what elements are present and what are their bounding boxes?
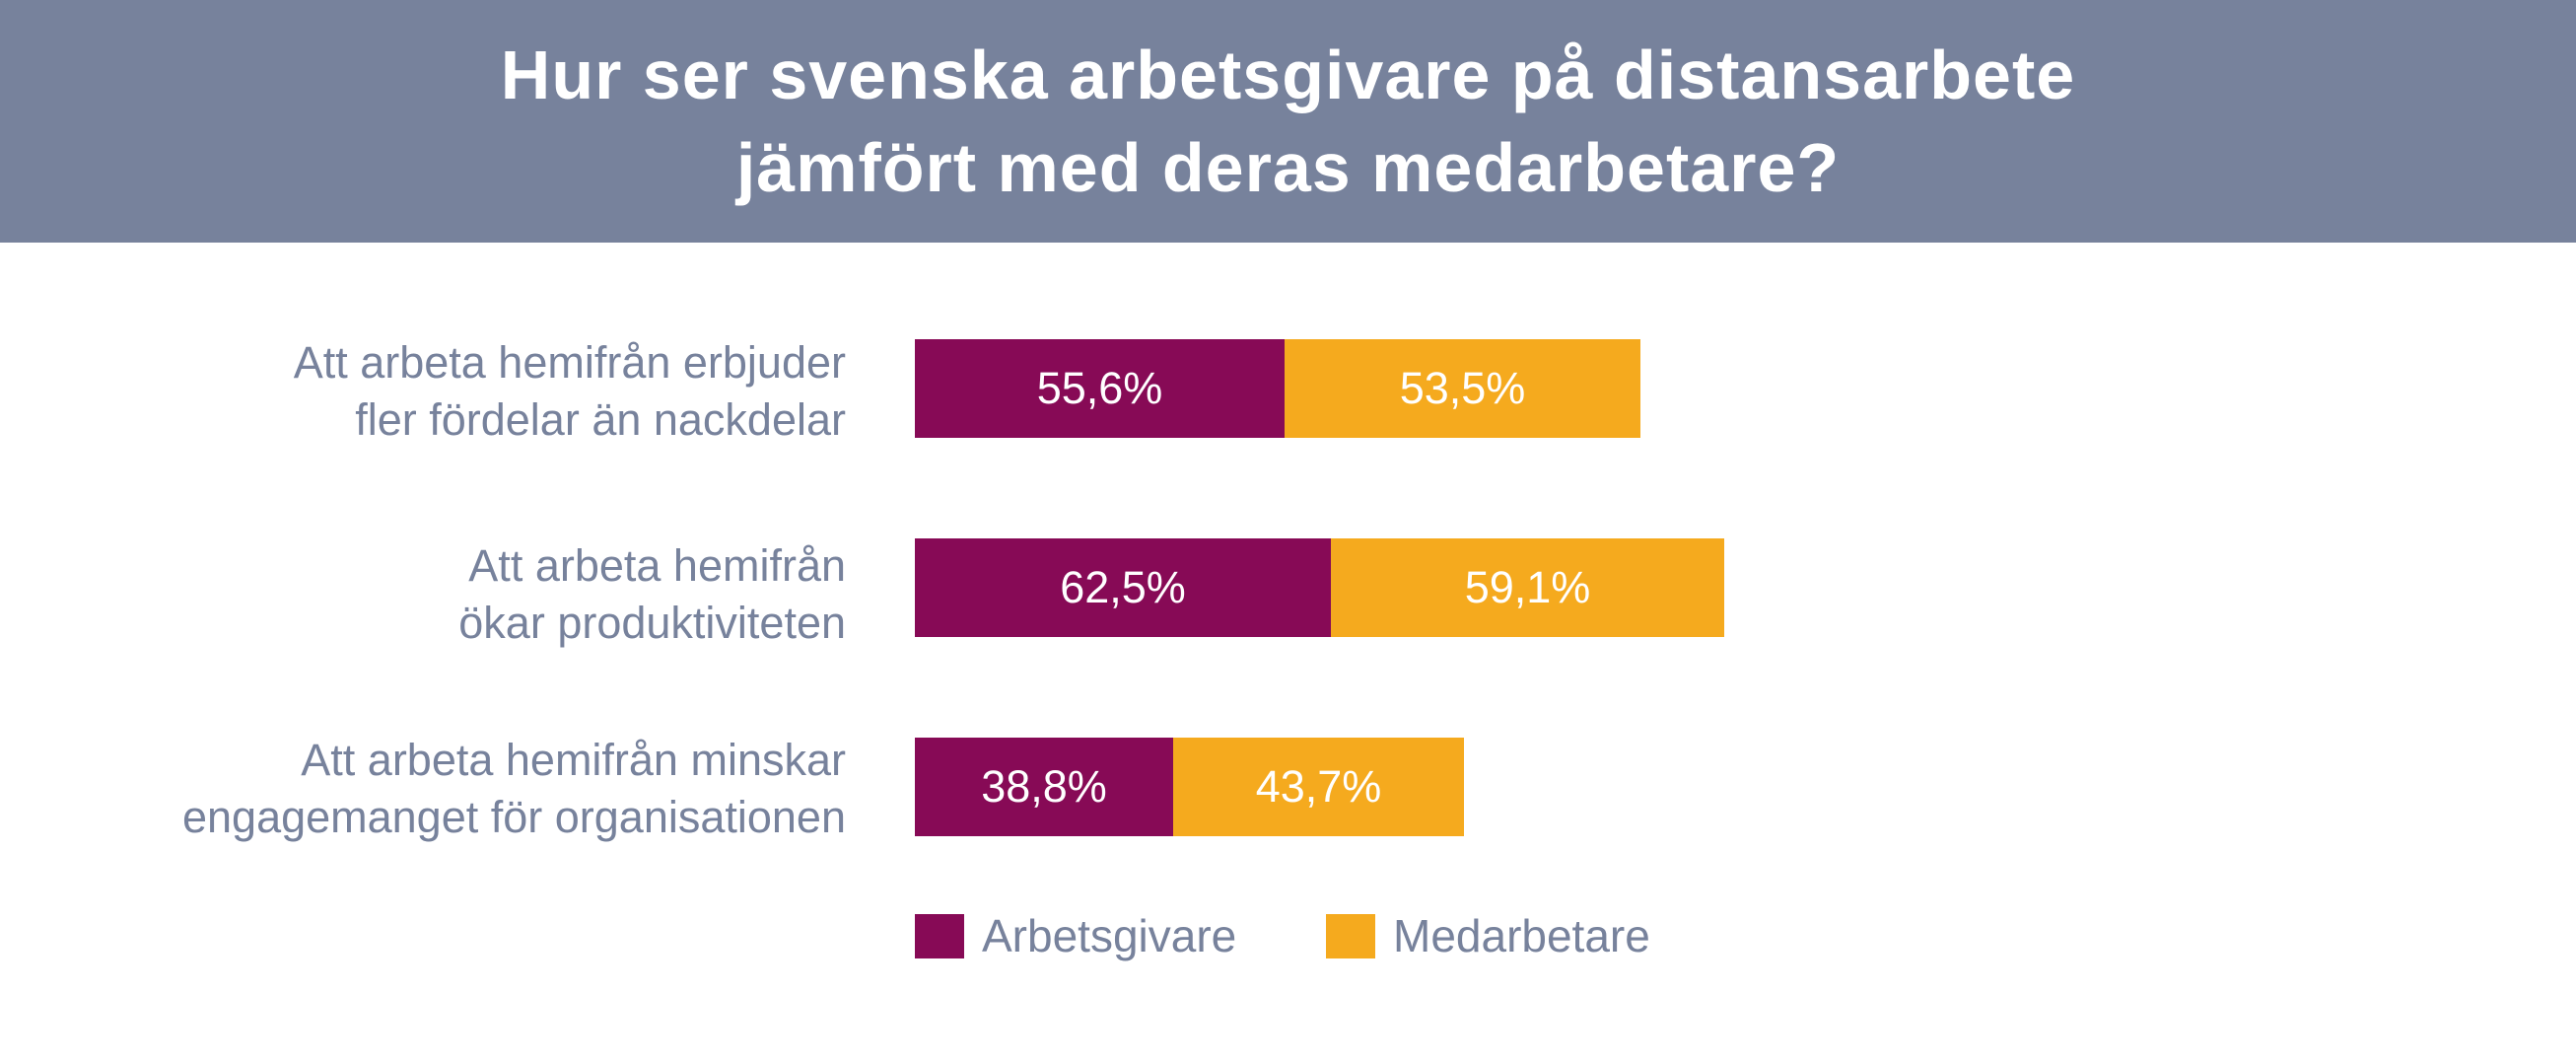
bar-medarbetare-2: 59,1% [1331, 538, 1724, 637]
category-label-1-line-2: fler fördelar än nackdelar [355, 394, 846, 445]
bar-arbetsgivare-1: 55,6% [915, 339, 1285, 438]
chart-title-line-2: jämfört med deras medarbetare? [735, 129, 1841, 206]
legend-swatch-arbetsgivare [915, 913, 964, 958]
data-label-arbetsgivare-2: 62,5% [1060, 562, 1186, 612]
legend-item-arbetsgivare: Arbetsgivare [915, 910, 1237, 961]
legend-item-medarbetare: Medarbetare [1326, 910, 1650, 961]
category-label-3: Att arbeta hemifrån minskar engagemanget … [182, 732, 846, 846]
legend-label-arbetsgivare: Arbetsgivare [982, 910, 1237, 961]
category-label-3-line-2: engagemanget för organisationen [181, 792, 846, 842]
bar-arbetsgivare-3: 38,8% [915, 738, 1173, 836]
data-label-arbetsgivare-1: 55,6% [1036, 363, 1163, 413]
category-label-2-line-2: ökar produktiviteten [458, 598, 846, 648]
bar-medarbetare-3: 43,7% [1173, 738, 1464, 836]
chart-title-line-1: Hur ser svenska arbetsgivare på distansa… [500, 36, 2076, 113]
data-label-arbetsgivare-3: 38,8% [981, 761, 1107, 812]
category-label-1-line-1: Att arbeta hemifrån erbjuder [293, 337, 846, 388]
legend-label-medarbetare: Medarbetare [1393, 910, 1650, 961]
chart-area: Att arbeta hemifrån erbjuder fler fördela… [0, 243, 2576, 1064]
data-label-medarbetare-1: 53,5% [1399, 363, 1526, 413]
category-label-2-line-1: Att arbeta hemifrån [468, 540, 846, 591]
category-label-2: Att arbeta hemifrån ökar produktiviteten [458, 537, 846, 652]
data-label-medarbetare-2: 59,1% [1464, 562, 1591, 612]
bar-arbetsgivare-2: 62,5% [915, 538, 1331, 637]
category-label-1: Att arbeta hemifrån erbjuder fler fördela… [294, 334, 846, 449]
chart-header: Hur ser svenska arbetsgivare på distansa… [0, 0, 2576, 243]
data-label-medarbetare-3: 43,7% [1255, 761, 1382, 812]
bar-medarbetare-1: 53,5% [1285, 339, 1640, 438]
legend-swatch-medarbetare [1326, 913, 1375, 958]
category-label-3-line-1: Att arbeta hemifrån minskar [301, 735, 846, 785]
